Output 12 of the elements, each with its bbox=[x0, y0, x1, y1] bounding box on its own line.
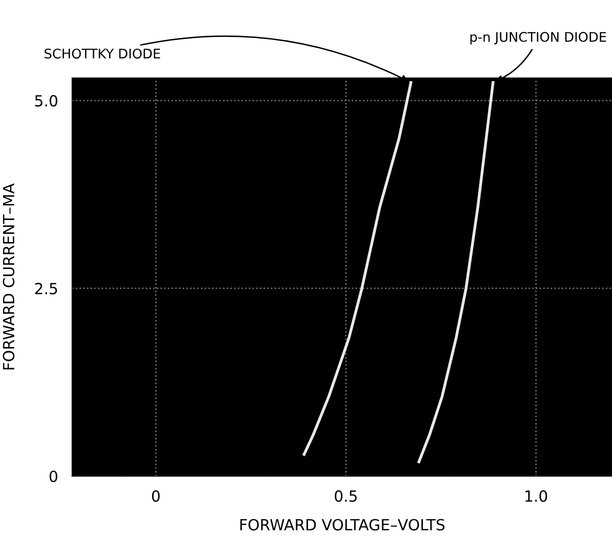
y-tick-label: 0 bbox=[50, 470, 58, 482]
annotation: SCHOTTKY DIODE bbox=[44, 48, 160, 59]
line-series bbox=[302, 81, 412, 456]
y-tick-label: 2.5 bbox=[35, 282, 57, 294]
annotation: p-n JUNCTION DIODE bbox=[470, 32, 606, 44]
x-tick-label: 0.5 bbox=[334, 490, 357, 502]
y-tick-label: 5.0 bbox=[35, 95, 58, 107]
x-tick-label: 0 bbox=[152, 490, 160, 502]
x-axis-title: FORWARD VOLTAGE–VOLTS bbox=[240, 518, 445, 531]
x-tick-label: 1.0 bbox=[526, 490, 548, 502]
line-series bbox=[418, 81, 494, 464]
y-axis-title: FORWARD CURRENT–MA bbox=[2, 183, 14, 370]
